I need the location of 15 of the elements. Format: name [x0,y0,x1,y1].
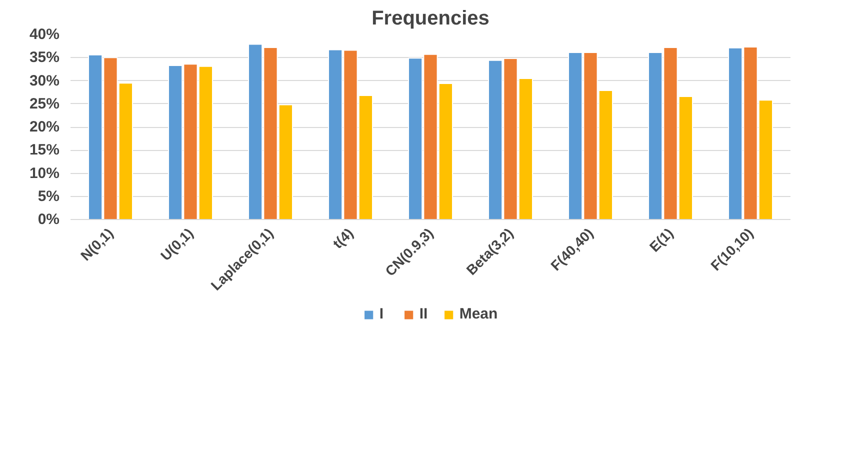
y-tick-label: 25% [29,95,60,112]
y-tick-label: 0% [38,211,60,228]
legend-label: II [419,306,429,322]
legend-label: I [379,306,384,322]
y-tick-label: 30% [29,72,60,90]
x-tick-label: E(1) [646,224,676,255]
y-tick-label: 35% [29,49,60,66]
y-tick-label: 20% [29,118,60,136]
chart-title: Frequencies [372,8,490,30]
y-tick-label: 15% [29,142,60,159]
x-tick-label: t(4) [329,224,356,252]
legend-label: Mean [459,306,498,322]
y-tick-label: 40% [29,26,60,43]
y-tick-label: 5% [38,188,60,205]
y-tick-label: 10% [29,164,60,182]
